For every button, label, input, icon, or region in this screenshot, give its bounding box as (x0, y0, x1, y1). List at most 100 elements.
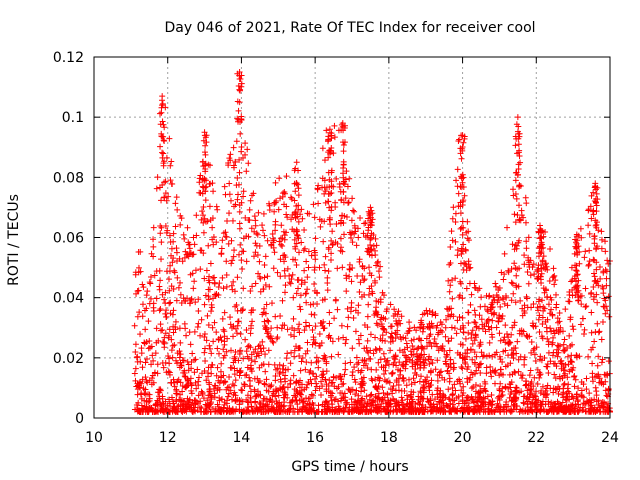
data-point (369, 397, 376, 404)
data-point (588, 329, 595, 336)
data-point (398, 313, 405, 320)
data-point (585, 353, 592, 360)
data-point (365, 247, 372, 253)
data-point (214, 206, 221, 213)
data-point (437, 387, 444, 394)
data-point (319, 322, 326, 329)
data-point (340, 188, 347, 195)
data-point (509, 371, 516, 378)
data-point (536, 372, 543, 379)
data-point (545, 341, 552, 348)
data-point (536, 235, 543, 242)
data-point (535, 273, 542, 280)
data-point (244, 353, 251, 360)
data-point (158, 327, 165, 334)
data-point (163, 307, 170, 314)
data-point (201, 275, 208, 282)
data-point (342, 394, 349, 401)
data-point (457, 183, 464, 190)
data-point (134, 288, 141, 295)
data-point (287, 402, 294, 409)
data-point (301, 245, 308, 252)
data-point (135, 287, 142, 294)
data-point (236, 220, 243, 227)
data-point (261, 381, 268, 388)
data-point (372, 235, 379, 242)
data-point (159, 149, 166, 156)
data-point (329, 241, 336, 248)
data-point (311, 311, 318, 318)
data-point (508, 331, 515, 338)
data-point (530, 383, 537, 390)
data-point (153, 295, 160, 302)
data-point (559, 399, 566, 406)
data-point (144, 288, 151, 295)
data-point (296, 321, 303, 328)
data-point (602, 387, 609, 394)
data-point (544, 360, 551, 367)
data-point (345, 408, 352, 415)
data-point (379, 332, 386, 339)
data-point (171, 341, 178, 348)
data-point (236, 202, 243, 209)
data-point (560, 381, 567, 388)
data-point (376, 375, 383, 382)
data-point (169, 354, 176, 361)
data-point (586, 258, 593, 265)
data-point (539, 320, 546, 327)
data-point (396, 317, 402, 324)
data-point (325, 268, 332, 275)
data-point (276, 361, 283, 368)
data-point (280, 369, 287, 376)
data-point (328, 178, 335, 185)
data-point (453, 330, 460, 337)
data-point (306, 369, 313, 376)
data-point (503, 399, 510, 406)
data-point (328, 353, 335, 360)
data-point (387, 333, 394, 340)
data-point (157, 277, 164, 284)
data-point (342, 360, 349, 367)
data-point (293, 261, 300, 268)
data-point (290, 315, 297, 322)
data-point (347, 359, 354, 366)
data-point (555, 401, 562, 408)
data-point (384, 378, 391, 385)
data-point (173, 386, 180, 393)
data-point (220, 346, 227, 353)
data-point (400, 377, 407, 384)
data-point (593, 245, 600, 252)
data-point (472, 311, 479, 318)
data-point (330, 150, 337, 157)
data-point (500, 276, 507, 283)
data-point (227, 151, 234, 158)
data-point (251, 375, 258, 382)
data-point (591, 257, 598, 264)
data-point (472, 388, 479, 395)
data-point (293, 179, 300, 186)
data-point (463, 405, 470, 412)
data-point (358, 402, 365, 409)
data-point (384, 390, 391, 397)
data-point (574, 397, 581, 404)
data-point (508, 265, 515, 272)
data-point (328, 250, 335, 257)
data-point (516, 202, 523, 209)
data-point (240, 408, 247, 415)
data-point (287, 360, 294, 367)
data-point (447, 400, 454, 407)
data-point (161, 339, 168, 346)
data-point (238, 80, 245, 87)
data-point (525, 254, 532, 261)
data-point (160, 121, 167, 128)
data-point (239, 398, 246, 405)
data-point (506, 380, 513, 387)
data-point (257, 392, 264, 399)
data-point (572, 267, 579, 274)
data-point (455, 190, 462, 197)
data-point (427, 325, 434, 332)
data-point (423, 335, 430, 342)
data-point (203, 132, 210, 139)
data-point (468, 369, 475, 376)
data-point (185, 241, 192, 248)
